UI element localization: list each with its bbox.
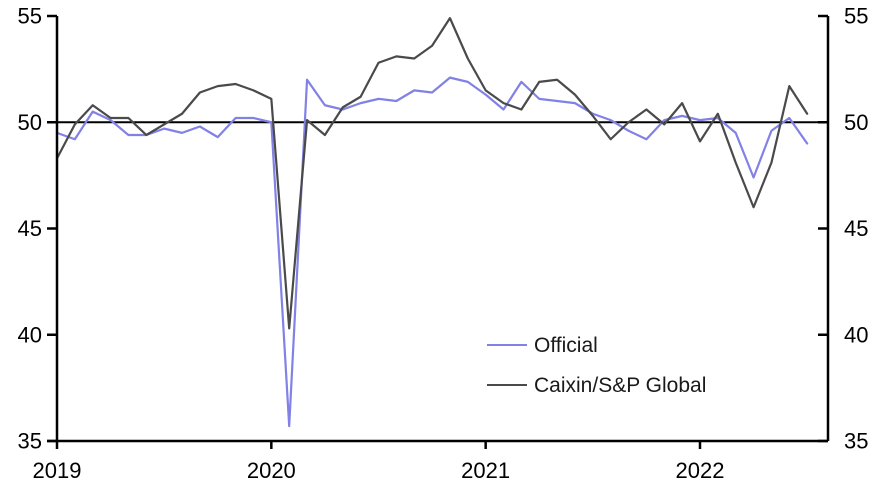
official-line-swatch: [487, 344, 527, 346]
x-tick-label: 2020: [247, 458, 296, 483]
x-tick-label: 2019: [33, 458, 82, 483]
y-tick-label-left: 45: [18, 216, 42, 241]
x-tick-label: 2021: [461, 458, 510, 483]
legend-item-official: Official: [487, 325, 747, 365]
y-tick-label-left: 35: [18, 429, 42, 454]
series-line-official: [55, 76, 809, 428]
legend-label-official: Official: [534, 333, 598, 357]
y-tick-label-right: 45: [844, 216, 868, 241]
y-tick-label-right: 40: [844, 322, 868, 347]
caixin-line-swatch: [487, 384, 527, 386]
y-tick-label-left: 50: [18, 110, 42, 135]
x-tick-label: 2022: [676, 458, 725, 483]
y-tick-label-right: 35: [844, 429, 868, 454]
legend-item-caixin: Caixin/S&P Global: [487, 365, 747, 405]
y-tick-label-left: 40: [18, 322, 42, 347]
y-tick-label-right: 50: [844, 110, 868, 135]
chart-series: [55, 17, 809, 428]
y-tick-label-left: 55: [18, 4, 42, 29]
series-line-caixin: [55, 17, 809, 330]
legend-label-caixin: Caixin/S&P Global: [534, 373, 707, 397]
axis-ticks: [47, 14, 828, 449]
axis-tick-labels: 55 55 50 50 45 45 40 40 35 35 2019 2020 2021 2022: [18, 4, 869, 483]
y-tick-label-right: 55: [844, 4, 868, 29]
legend: Official Caixin/S&P Global: [487, 325, 747, 405]
